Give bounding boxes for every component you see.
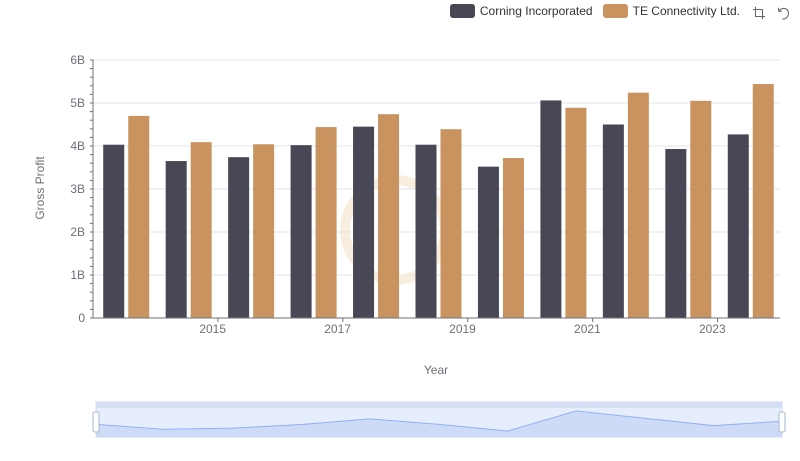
x-tick-label: 2019	[449, 322, 476, 336]
legend-item-te[interactable]: TE Connectivity Ltd.	[602, 4, 740, 18]
toolbox	[752, 6, 790, 20]
bars	[103, 84, 774, 319]
bar-corning-2022[interactable]	[602, 124, 624, 319]
y-tick-label: 5B	[70, 96, 85, 110]
x-tick-label: 2015	[199, 322, 226, 336]
zoom-handle-left[interactable]	[92, 411, 100, 433]
x-axis: 2015 2017 2019 2021 2023	[93, 317, 780, 336]
bar-corning-2023[interactable]	[665, 149, 687, 318]
y-axis-label: Gross Profit	[33, 156, 47, 220]
y-tick-label: 0	[78, 311, 85, 325]
bar-corning-2015[interactable]	[165, 161, 187, 318]
data-zoom-slider[interactable]	[92, 401, 786, 438]
bar-corning-2014[interactable]	[103, 144, 125, 318]
bar-te-2017[interactable]	[315, 127, 337, 318]
bar-te-2018[interactable]	[378, 114, 400, 319]
zoom-preview-line	[95, 410, 783, 432]
bar-corning-2018[interactable]	[353, 126, 375, 319]
x-tick-label: 2017	[324, 322, 351, 336]
legend-item-corning[interactable]: Corning Incorporated	[449, 4, 593, 18]
zoom-top-bar[interactable]	[96, 402, 782, 408]
bar-corning-2020[interactable]	[477, 166, 499, 318]
zoom-icon[interactable]	[752, 6, 766, 20]
y-tick-label: 6B	[70, 53, 85, 67]
y-axis: 0 1B 2B 3B 4B 5B 6B	[70, 53, 94, 325]
legend-swatch-corning	[449, 4, 475, 18]
legend: Corning Incorporated TE Connectivity Ltd…	[449, 4, 740, 18]
bar-te-2016[interactable]	[253, 144, 275, 318]
legend-label-te: TE Connectivity Ltd.	[632, 4, 740, 18]
bar-te-2019[interactable]	[440, 129, 462, 318]
x-axis-label: Year	[424, 363, 448, 377]
bar-corning-2016[interactable]	[228, 157, 250, 318]
zoom-handle-right[interactable]	[778, 411, 786, 433]
bar-te-2022[interactable]	[627, 92, 649, 319]
y-tick-label: 2B	[70, 225, 85, 239]
legend-swatch-te	[602, 4, 628, 18]
bar-te-2023[interactable]	[690, 100, 712, 318]
bar-te-2020[interactable]	[502, 158, 524, 318]
restore-icon[interactable]	[776, 6, 790, 20]
bar-te-2024[interactable]	[752, 84, 774, 318]
y-tick-label: 1B	[70, 268, 85, 282]
y-tick-label: 4B	[70, 139, 85, 153]
bar-corning-2017[interactable]	[290, 145, 312, 318]
zoom-preview-area	[96, 411, 782, 437]
bar-te-2021[interactable]	[565, 107, 587, 318]
bar-corning-2021[interactable]	[540, 100, 562, 318]
bar-corning-2024[interactable]	[727, 134, 749, 318]
x-tick-label: 2023	[699, 322, 726, 336]
y-tick-label: 3B	[70, 182, 85, 196]
legend-label-corning: Corning Incorporated	[479, 4, 593, 18]
bar-te-2015[interactable]	[190, 142, 212, 318]
x-tick-label: 2021	[574, 322, 601, 336]
bar-corning-2019[interactable]	[415, 144, 437, 318]
bar-te-2014[interactable]	[128, 115, 150, 319]
